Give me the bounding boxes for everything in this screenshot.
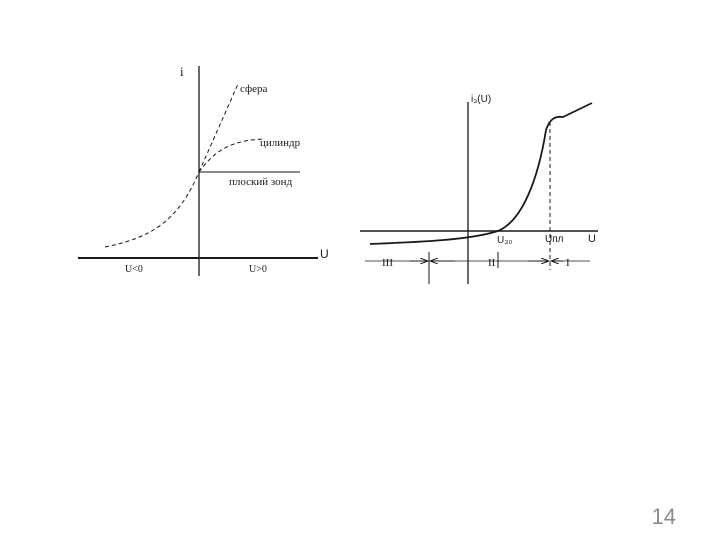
right-x-axis-label: U	[588, 233, 596, 245]
cylinder-curve	[198, 138, 266, 173]
left-figure	[78, 66, 318, 276]
region-3-label: III	[382, 257, 393, 269]
plane-probe-label: плоский зонд	[229, 176, 293, 188]
right-figure-labels: i₃(U) U U₃₀ Uпл III II I	[382, 94, 596, 269]
left-figure-labels: i U сфера цилиндр плоский зонд U<0 U>0	[125, 64, 329, 275]
left-y-axis-label: i	[180, 64, 184, 79]
cylinder-label: цилиндр	[260, 137, 301, 149]
page-number: 14	[651, 504, 676, 529]
region-1-label: I	[566, 257, 570, 269]
sphere-curve	[198, 83, 239, 173]
plasma-potential-label: Uпл	[545, 234, 564, 245]
region-2-label: II	[488, 257, 496, 269]
right-figure	[360, 102, 598, 284]
negative-branch-curve	[104, 171, 200, 248]
sphere-label: сфера	[240, 83, 268, 95]
iv-curve	[369, 102, 593, 245]
negative-region-label: U<0	[125, 264, 143, 275]
left-x-axis-label: U	[320, 247, 329, 261]
positive-region-label: U>0	[249, 264, 267, 275]
floating-potential-label: U₃₀	[497, 235, 512, 246]
right-y-axis-label: i₃(U)	[471, 94, 491, 105]
